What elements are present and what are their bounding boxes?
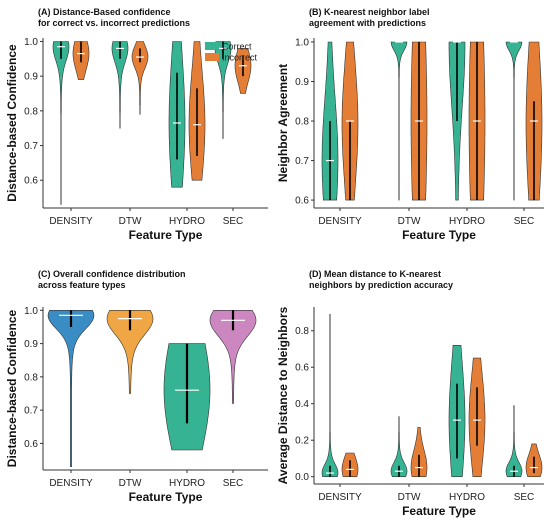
panel-d-title: (D) Mean distance to K-nearest neighbors… [309, 269, 454, 290]
panel-a-ytick-label: 0.8 [24, 106, 38, 117]
panel-d-xtick-density: DENSITY [318, 492, 362, 503]
panel-a-xlabel: Feature Type [129, 228, 203, 242]
panel-a-title: (A) Distance-Based confidence for correc… [38, 7, 191, 28]
panel-c-plot: 0.6 0.7 0.8 0.9 1.0 DENSITY DTW HYDRO SEC Feature… [5, 306, 268, 504]
panel-a-ylabel: Distance-based Confidence [5, 44, 19, 202]
panel-a-ytick-label: 0.6 [24, 176, 38, 187]
panel-d-violin-dtw-incorrect [410, 427, 428, 477]
panel-c-ytick-label: 1.0 [24, 306, 38, 317]
panel-c-ytick-label: 0.6 [24, 439, 38, 450]
panel-a-violin-sec-correct [214, 41, 232, 139]
panel-b-violin-sec-correct [505, 41, 523, 201]
panel-c-xtick-hydro: HYDRO [169, 478, 205, 489]
panel-a-xtick-density: DENSITY [49, 216, 93, 227]
panel-b-xtick-density: DENSITY [318, 216, 362, 227]
panel-d-ytick-label: 0.4 [295, 399, 309, 410]
panel-c-ytick-label: 0.7 [24, 406, 38, 417]
panel-d-ytick-label: 0.0 [295, 472, 309, 483]
panel-b-ytick-label: 0.7 [295, 156, 309, 167]
panel-c-xtick-sec: SEC [223, 478, 244, 489]
panel-d-violin-sec-correct [505, 405, 523, 477]
panel-b-plot: 0.6 0.7 0.8 0.9 1.0 DENSITY DTW HYDRO SEC Feature… [276, 37, 544, 242]
panel-d-ytick-label: 0.8 [295, 326, 309, 337]
panel-a-legend-label-correct: Correct [222, 42, 252, 52]
panel-a-legend-label-incorrect: Incorrect [222, 53, 258, 63]
panel-a-violin-density-correct [52, 41, 70, 205]
panel-b-ytick-label: 0.6 [295, 196, 309, 207]
panel-d-ytick-label: 0.6 [295, 363, 309, 374]
panel-a-violin-dtw-correct [111, 41, 129, 129]
panel-c-xlabel: Feature Type [129, 490, 203, 504]
panel-a-ytick-label: 0.9 [24, 72, 38, 83]
panel-a-xtick-hydro: HYDRO [169, 216, 205, 227]
panel-c-violin-dtw [106, 310, 154, 394]
panel-a-ytick-label: 0.7 [24, 141, 38, 152]
panel-b-ylabel: Neighbor Agreement [276, 64, 290, 182]
panel-c-ylabel: Distance-based Confidence [5, 309, 19, 467]
panel-d-plot: 0.0 0.2 0.4 0.6 0.8 DENSITY DTW HYDRO SEC Feature… [276, 306, 544, 518]
panel-a-legend-swatch-incorrect [205, 53, 219, 61]
panel-d-xtick-hydro: HYDRO [449, 492, 485, 503]
panel-c-ytick-label: 0.9 [24, 339, 38, 350]
panel-b-violin-hydro-correct [448, 41, 466, 201]
panel-b-xtick-sec: SEC [514, 216, 535, 227]
panel-c-xtick-density: DENSITY [49, 478, 93, 489]
panel-c-xtick-dtw: DTW [119, 478, 142, 489]
panel-d-violin-dtw-correct [390, 416, 408, 477]
panel-d-xtick-sec: SEC [514, 492, 535, 503]
panel-b-xtick-hydro: HYDRO [449, 216, 485, 227]
panel-a-plot: 0.6 0.7 0.8 0.9 1.0 DENSITY DTW HYDRO SEC Feature… [5, 37, 268, 242]
panel-b-ytick-label: 1.0 [295, 37, 309, 48]
panel-b-ytick-label: 0.9 [295, 77, 309, 88]
panel-a-violin-dtw-incorrect [131, 41, 149, 115]
panel-b-violin-dtw-correct [390, 41, 408, 201]
panel-c-ytick-label: 0.8 [24, 372, 38, 383]
panel-d-violin-density-correct [321, 314, 339, 477]
panel-d-ylabel: Average Distance to Neighbors [276, 306, 290, 484]
panel-c-violin-sec [209, 310, 257, 404]
panel-d-ytick-label: 0.2 [295, 436, 309, 447]
panel-b-xlabel: Feature Type [402, 228, 476, 242]
panel-c-title: (C) Overall confidence distribution acro… [38, 269, 186, 290]
panel-b-xtick-dtw: DTW [398, 216, 421, 227]
panel-c-violin-density [47, 310, 95, 467]
panel-d-xlabel: Feature Type [402, 504, 476, 518]
panel-a-ytick-label: 1.0 [24, 37, 38, 48]
panel-a-xtick-dtw: DTW [119, 216, 142, 227]
panel-d-xtick-dtw: DTW [398, 492, 421, 503]
panel-a-xtick-sec: SEC [223, 216, 244, 227]
panel-b-ytick-label: 0.8 [295, 117, 309, 128]
panel-b-title: (B) K-nearest neighbor label agreement w… [309, 7, 430, 28]
panel-a-legend-swatch-correct [205, 42, 219, 50]
